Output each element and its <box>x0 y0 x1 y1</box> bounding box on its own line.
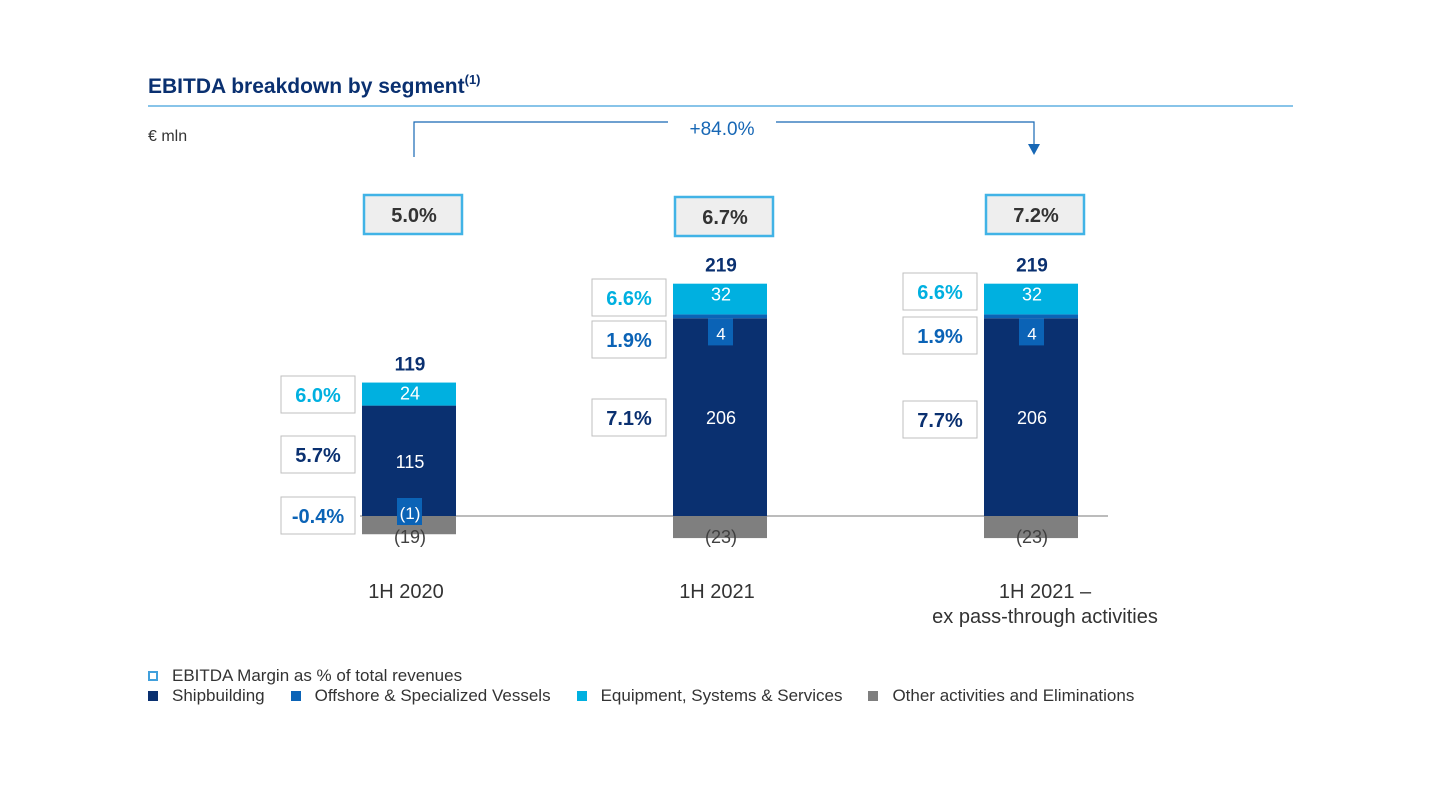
legend-swatch-shipbuilding <box>148 691 158 701</box>
bar-value-other: (23) <box>1016 527 1048 547</box>
category-label: 1H 2021 – ex pass-through activities <box>932 581 1158 628</box>
segment-margin-offshore: 1.9% <box>606 330 652 352</box>
category-label: 1H 2020 <box>368 581 444 603</box>
legend-series-row: Shipbuilding Offshore & Specialized Vess… <box>148 686 1160 706</box>
growth-arrow-left-line <box>413 121 668 157</box>
segment-margin-equipment: 6.6% <box>917 282 963 304</box>
bar-other <box>984 516 1078 539</box>
bar-value-other: (19) <box>394 527 426 547</box>
legend-swatch-other <box>868 691 879 701</box>
ebitda-margin-value: 5.0% <box>391 205 437 227</box>
category-label-line: ex pass-through activities <box>932 606 1158 628</box>
segment-margin-box-offshore <box>591 320 667 359</box>
category-label-line: 1H 2020 <box>368 581 444 603</box>
bar-value-equipment: 32 <box>1022 285 1042 305</box>
legend: EBITDA Margin as % of total revenues Shi… <box>148 666 1160 706</box>
bar-shipbuilding <box>984 318 1078 516</box>
category-label: 1H 2021 <box>679 581 755 603</box>
ebitda-margin-value: 7.2% <box>1013 205 1059 227</box>
bar-equipment <box>362 382 456 406</box>
legend-item-equipment: Equipment, Systems & Services <box>576 686 843 706</box>
segment-margin-shipbuilding: 7.7% <box>917 410 963 432</box>
ebitda-margin-value: 6.7% <box>702 207 748 229</box>
ebitda-margin-box <box>362 193 464 236</box>
segment-margin-box-equipment <box>591 278 667 317</box>
legend-label-other: Other activities and Eliminations <box>892 686 1135 705</box>
legend-swatch-offshore <box>290 691 301 701</box>
segment-margin-offshore: 1.9% <box>917 326 963 348</box>
bar-value-shipbuilding: 206 <box>706 408 736 428</box>
bar-other <box>673 516 767 539</box>
offshore-label-box <box>1019 318 1044 346</box>
bar-total: 119 <box>395 355 426 376</box>
unit-label: € mln <box>148 128 187 145</box>
segment-margin-equipment: 6.6% <box>606 288 652 310</box>
segment-margin-shipbuilding: 5.7% <box>295 445 341 467</box>
bar-value-equipment: 24 <box>400 384 420 404</box>
segment-margin-box-shipbuilding <box>591 398 667 437</box>
bar-total: 219 <box>705 256 737 277</box>
ebitda-margin-box <box>673 195 775 238</box>
segment-margin-shipbuilding: 7.1% <box>606 408 652 430</box>
legend-label-equipment: Equipment, Systems & Services <box>600 686 843 705</box>
offshore-label-box <box>397 498 422 525</box>
bar-offshore <box>673 314 767 319</box>
bar-value-shipbuilding: 115 <box>396 452 425 472</box>
segment-margin-box-equipment <box>280 375 356 414</box>
bar-equipment <box>984 283 1078 315</box>
legend-margin-swatch <box>148 671 158 681</box>
segment-margin-box-shipbuilding <box>902 400 978 439</box>
legend-swatch-equipment <box>576 691 587 701</box>
legend-margin-row: EBITDA Margin as % of total revenues <box>148 666 1160 686</box>
segment-margin-box-offshore <box>902 316 978 355</box>
legend-item-offshore: Offshore & Specialized Vessels <box>290 686 551 706</box>
growth-arrow-right-line <box>776 121 1035 146</box>
bar-value-other: (23) <box>705 527 737 547</box>
segment-margin-equipment: 6.0% <box>295 385 341 407</box>
bar-equipment <box>673 283 767 315</box>
bar-value-shipbuilding: 206 <box>1017 408 1047 428</box>
bar-total: 219 <box>1016 256 1048 277</box>
chart-title-superscript: (1) <box>465 72 481 87</box>
category-label-line: 1H 2021 – <box>999 581 1092 603</box>
growth-arrowhead <box>1028 144 1040 155</box>
bar-value-offshore: (1) <box>400 504 421 523</box>
legend-margin-label: EBITDA Margin as % of total revenues <box>172 666 463 685</box>
chart-title: EBITDA breakdown by segment(1) <box>148 72 481 98</box>
offshore-label-box <box>708 318 733 346</box>
bar-shipbuilding <box>362 405 456 516</box>
category-label-line: 1H 2021 <box>679 581 755 603</box>
legend-label-offshore: Offshore & Specialized Vessels <box>314 686 551 705</box>
bar-value-equipment: 32 <box>711 285 731 305</box>
growth-arrow: +84.0% <box>413 119 1040 157</box>
growth-label: +84.0% <box>690 119 755 140</box>
legend-label-shipbuilding: Shipbuilding <box>172 686 265 705</box>
bar-value-offshore: 4 <box>716 324 725 343</box>
chart-title-text: EBITDA breakdown by segment <box>148 75 465 98</box>
segment-margin-box-equipment <box>902 272 978 311</box>
bar-shipbuilding <box>673 318 767 516</box>
legend-item-shipbuilding: Shipbuilding <box>148 686 265 706</box>
bars-layer: (1) 115 24 (19) 119 5.0% 5.7% -0.4% 6.0% 1H 2020 4… <box>280 193 1158 628</box>
ebitda-margin-box <box>984 193 1086 236</box>
legend-item-other: Other activities and Eliminations <box>868 686 1134 706</box>
segment-margin-box-shipbuilding <box>280 435 356 474</box>
segment-margin-box-offshore <box>280 496 356 535</box>
segment-margin-offshore: -0.4% <box>292 506 344 528</box>
bar-offshore <box>984 314 1078 319</box>
bar-value-offshore: 4 <box>1027 324 1036 343</box>
bar-other <box>362 516 456 535</box>
